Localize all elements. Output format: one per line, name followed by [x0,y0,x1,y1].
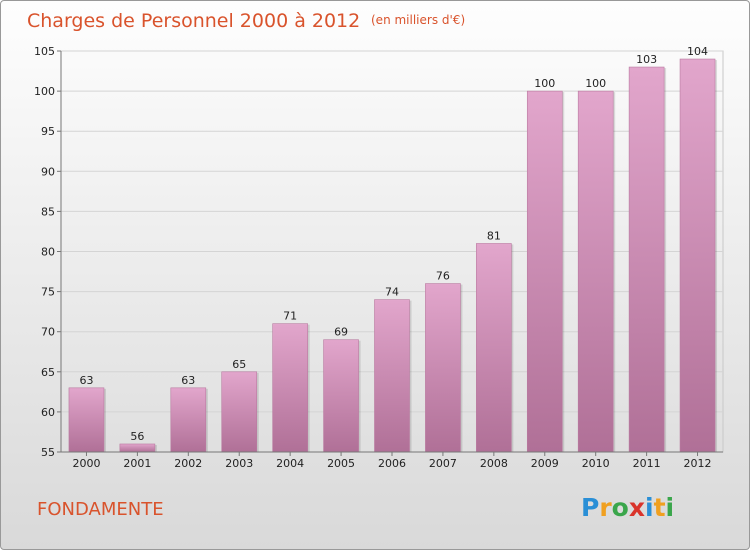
bar-value-label: 71 [283,310,297,323]
bar-value-label: 76 [436,270,450,283]
x-tick-label: 2003 [225,457,253,470]
town-name: FONDAMENTE [37,499,164,520]
bar-value-label: 63 [181,374,195,387]
y-tick-label: 75 [41,286,55,299]
logo-letter: P [581,493,599,522]
logo-letter: t [654,493,666,522]
bar [577,90,614,453]
x-tick-label: 2005 [327,457,355,470]
x-tick-label: 2004 [276,457,304,470]
x-tick-label: 2002 [174,457,202,470]
chart-title: Charges de Personnel 2000 à 2012 [27,10,360,32]
bar-value-label: 81 [487,229,501,242]
bar [170,387,207,453]
y-tick-label: 95 [41,125,55,138]
bar [272,323,308,453]
bar [119,443,156,453]
bar [425,283,461,453]
bar [374,299,410,453]
bar-value-label: 74 [385,286,399,299]
x-tick-label: 2007 [429,457,457,470]
bar-value-label: 63 [79,374,93,387]
y-tick-label: 80 [41,246,55,259]
y-tick-label: 105 [34,45,55,58]
bar [221,371,258,453]
x-tick-label: 2006 [378,457,406,470]
bar [628,66,665,453]
bar [476,243,512,453]
y-tick-label: 70 [41,326,55,339]
logo-letter: i [645,493,654,522]
bar-value-label: 104 [687,45,708,58]
logo-letter: i [666,493,675,522]
x-tick-label: 2001 [123,457,151,470]
logo-letter: x [629,493,645,522]
chart-subtitle: (en milliers d'€) [371,13,465,27]
logo-letter: r [599,493,612,522]
logo-letter: o [612,493,629,522]
x-tick-label: 2008 [480,457,508,470]
bar-value-label: 69 [334,326,348,339]
bar [68,387,105,453]
proxiti-logo: Proxiti [581,493,674,522]
bar [526,90,563,453]
x-tick-label: 2010 [582,457,610,470]
x-tick-label: 2000 [72,457,100,470]
bar-value-label: 100 [534,77,555,90]
x-tick-label: 2011 [633,457,661,470]
bar-value-label: 103 [636,53,657,66]
x-tick-label: 2012 [684,457,712,470]
bar-value-label: 65 [232,358,246,371]
y-tick-label: 100 [34,85,55,98]
y-tick-label: 90 [41,165,55,178]
bar-value-label: 56 [130,430,144,443]
bar [679,58,716,453]
bar [323,339,359,453]
y-axis: 55 60 65 70 75 80 85 90 95 100 105 [34,45,62,459]
bar-value-label: 100 [585,77,606,90]
y-tick-label: 60 [41,406,55,419]
x-tick-label: 2009 [531,457,559,470]
x-axis: 2000 2001 2002 2003 2004 2005 2006 2007 2008 2009… [61,451,723,470]
bars: 63 56 63 65 71 69 74 76 81 100 100 103 104 [68,45,718,453]
y-tick-label: 65 [41,366,55,379]
y-tick-label: 55 [41,446,55,459]
y-tick-label: 85 [41,205,55,218]
